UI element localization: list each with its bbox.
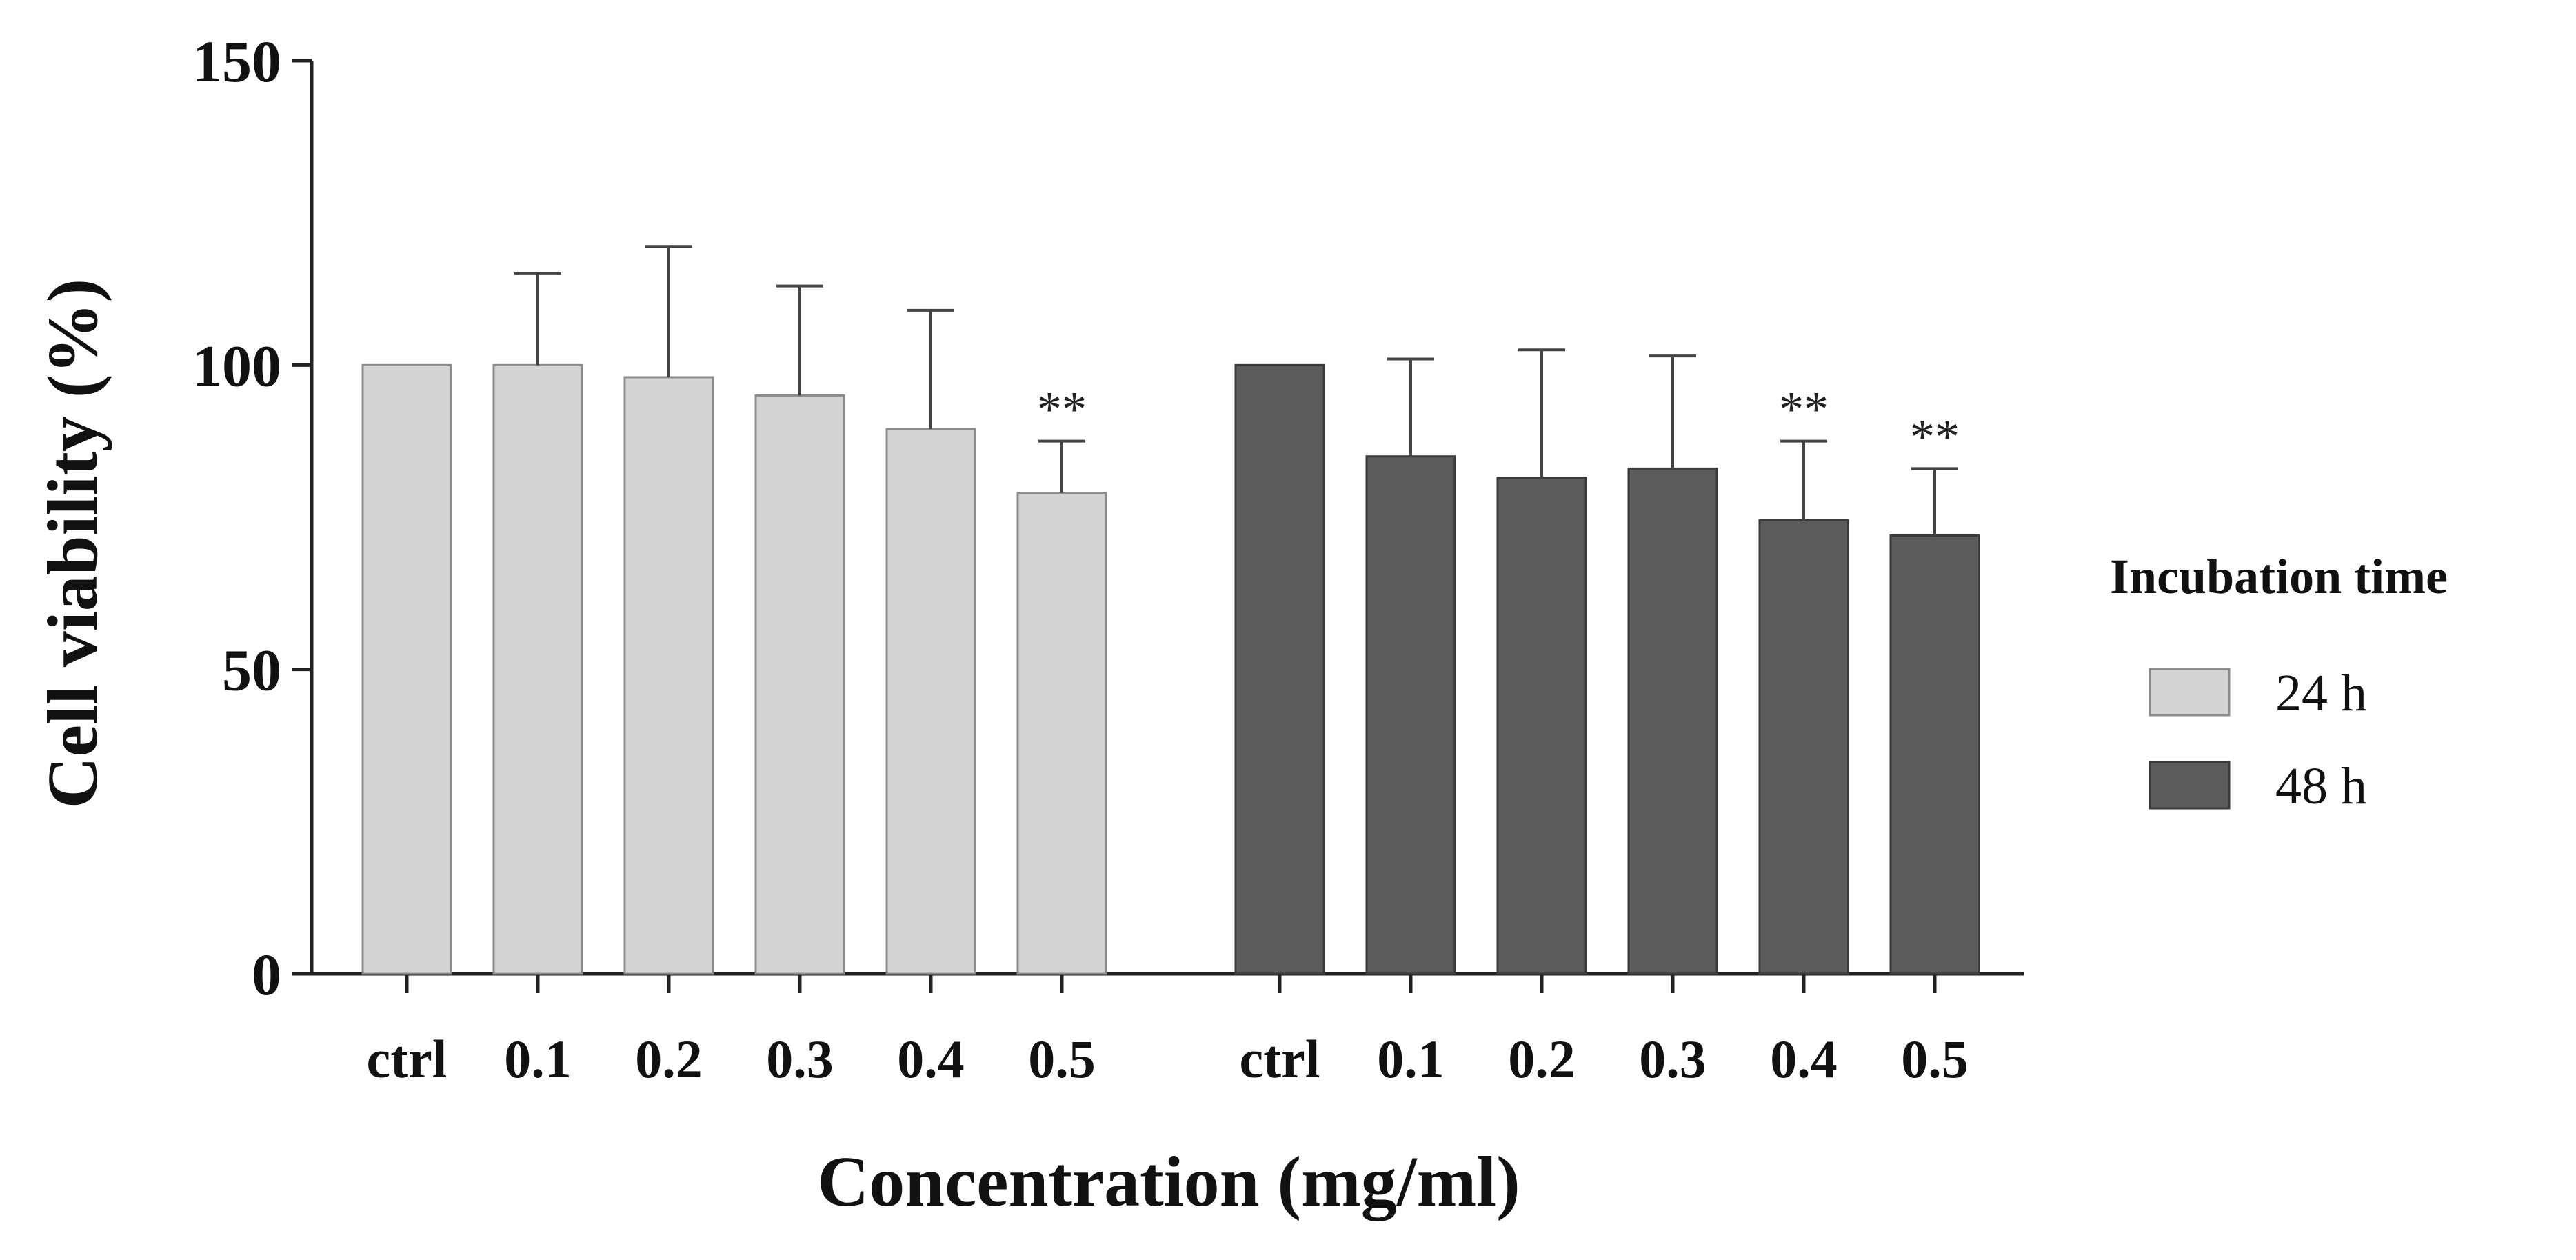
bar-24h-0.2 xyxy=(623,376,714,975)
x-axis-title: Concentration (mg/ml) xyxy=(817,1142,1520,1221)
legend-title: Incubation time xyxy=(2110,549,2448,604)
legend-label-48h: 48 h xyxy=(2275,757,2367,815)
bar-24h-0.3 xyxy=(754,394,845,975)
x-tick-label: 0.5 xyxy=(1028,1029,1096,1089)
legend: Incubation time 24 h 48 h xyxy=(2110,549,2448,815)
x-tick-label: 0.3 xyxy=(766,1029,834,1089)
x-tick-label: 0.2 xyxy=(635,1029,703,1089)
bar-24h-0.4 xyxy=(885,428,976,975)
y-tick-label: 0 xyxy=(252,941,281,1008)
legend-swatch-48h xyxy=(2149,761,2231,810)
x-tick-label: 0.1 xyxy=(504,1029,572,1089)
x-tick-label: ctrl xyxy=(1240,1029,1320,1089)
bar-48h-0.2 xyxy=(1496,477,1587,975)
bar-48h-0.3 xyxy=(1627,467,1718,975)
bar-24h-0.5 xyxy=(1016,492,1107,975)
y-tick-label: 50 xyxy=(222,637,281,703)
bar-48h-0.4 xyxy=(1758,519,1849,975)
x-tick-label: ctrl xyxy=(367,1029,447,1089)
legend-label-24h: 24 h xyxy=(2275,664,2367,722)
bars xyxy=(361,245,1980,975)
bar-48h-0.5 xyxy=(1889,534,1980,975)
bar-24h-0.1 xyxy=(492,363,583,975)
x-tick-label: 0.1 xyxy=(1377,1029,1445,1089)
y-tick-label: 150 xyxy=(192,28,281,94)
bar-24h-ctrl xyxy=(361,363,452,975)
y-axis-title: Cell viability (%) xyxy=(33,279,112,808)
significance-label: ** xyxy=(1779,382,1829,437)
x-tick-label: 0.5 xyxy=(1901,1029,1969,1089)
bar-48h-0.1 xyxy=(1365,455,1456,975)
x-tick-label: 0.3 xyxy=(1639,1029,1707,1089)
x-tick-label: 0.4 xyxy=(1770,1029,1838,1089)
y-tick-label: 100 xyxy=(192,332,281,399)
axes xyxy=(292,59,2024,993)
legend-swatch-24h xyxy=(2149,668,2231,717)
x-tick-label: 0.2 xyxy=(1508,1029,1576,1089)
labels: 0 50 100 150 ctrl 0.1 0.2 0.3 0.4 ** 0.5 ctrl 0.1 0.2… xyxy=(192,28,1969,1089)
significance-label: ** xyxy=(1910,409,1960,464)
bar-48h-ctrl xyxy=(1234,363,1325,975)
x-tick-label: 0.4 xyxy=(897,1029,965,1089)
significance-label: ** xyxy=(1037,382,1087,437)
